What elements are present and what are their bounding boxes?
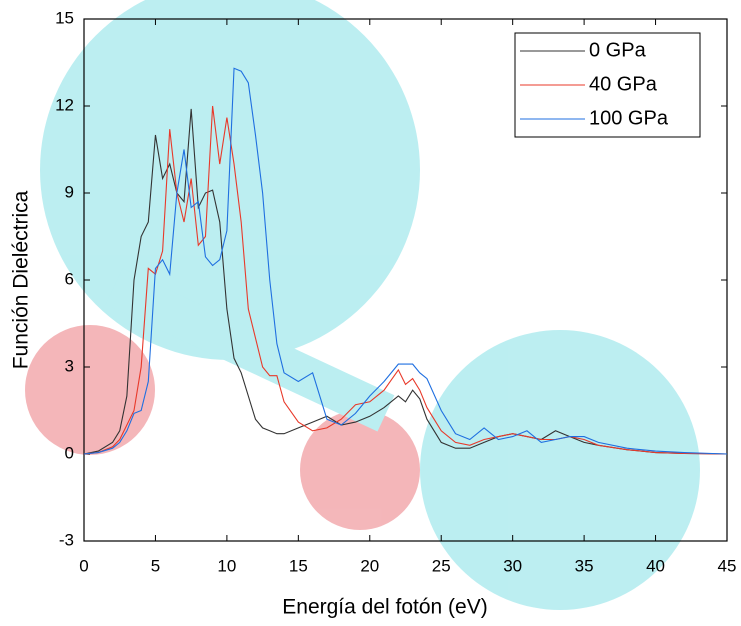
y-axis-label: Función Dieléctrica (10, 190, 33, 369)
y-tick-label: -3 (59, 530, 74, 549)
x-tick-label: 40 (646, 556, 665, 575)
legend-label: 100 GPa (589, 107, 669, 129)
y-tick-label: 0 (65, 443, 74, 462)
y-tick-label: 12 (55, 95, 74, 114)
x-tick-label: 30 (503, 556, 522, 575)
y-tick-label: 6 (65, 269, 74, 288)
x-tick-label: 35 (575, 556, 594, 575)
series-line (83, 105, 728, 455)
x-tick-label: 10 (217, 556, 236, 575)
background-decoration (25, 0, 700, 610)
x-tick-label: 45 (718, 556, 737, 575)
x-axis-label: Energía del fotón (eV) (282, 596, 487, 619)
y-tick-label: 9 (65, 182, 74, 201)
y-tick-label: 3 (65, 356, 74, 375)
legend-label: 40 GPa (589, 73, 658, 95)
x-tick-label: 20 (360, 556, 379, 575)
x-tick-label: 15 (289, 556, 308, 575)
x-tick-label: 5 (151, 556, 160, 575)
series-line (83, 67, 728, 455)
legend-label: 0 GPa (589, 39, 647, 61)
x-tick-label: 0 (79, 556, 88, 575)
x-tick-label: 25 (432, 556, 451, 575)
y-tick-label: 15 (55, 8, 74, 27)
